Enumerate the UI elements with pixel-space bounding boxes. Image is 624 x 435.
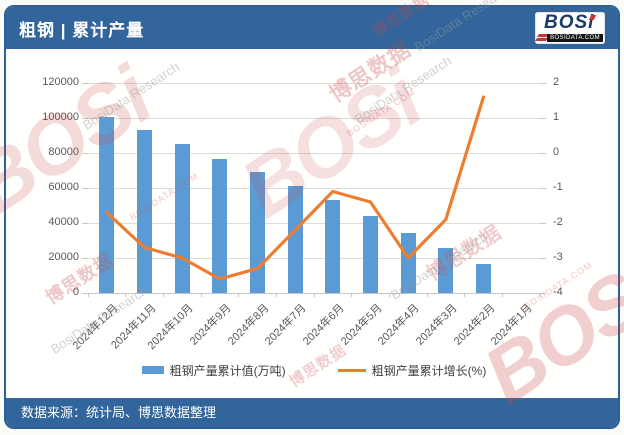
data-source-text: 数据来源：统计局、博思数据整理 — [21, 405, 217, 420]
report-card: 粗钢 | 累计产量 BOSi BOSIDATA.COM 数据来源：统计局、博思数… — [4, 5, 620, 429]
header-bar: 粗钢 | 累计产量 BOSi BOSIDATA.COM — [6, 7, 618, 49]
page-title: 粗钢 | 累计产量 — [19, 20, 145, 40]
bosi-logo: BOSi BOSIDATA.COM — [534, 12, 605, 44]
logo-domain-text: BOSIDATA.COM — [547, 34, 603, 42]
logo-accent-icon — [588, 15, 597, 20]
footer-bar: 数据来源：统计局、博思数据整理 — [6, 398, 618, 427]
logo-brand-text: BOSi — [544, 12, 595, 33]
